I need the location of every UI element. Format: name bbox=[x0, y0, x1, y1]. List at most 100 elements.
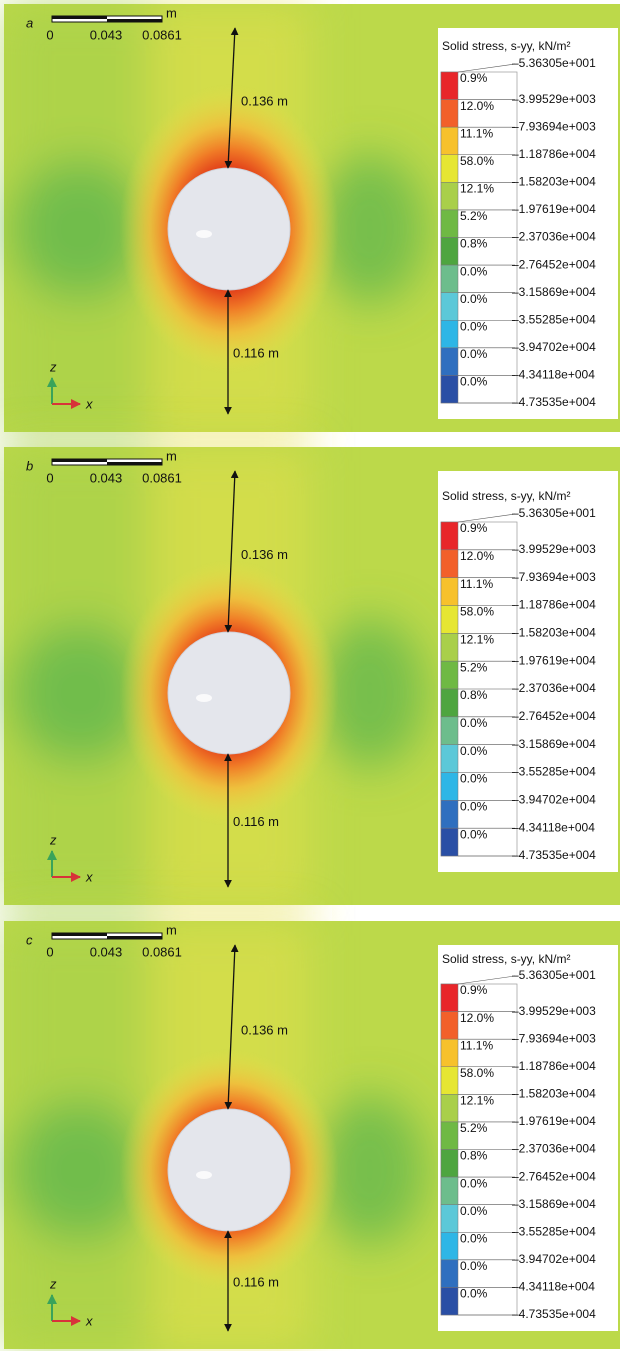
legend-bound: –4.34118e+004 bbox=[512, 1280, 595, 1294]
legend-percent: 0.0% bbox=[460, 800, 488, 814]
axis-x-label: x bbox=[85, 869, 93, 884]
legend-swatch bbox=[441, 238, 458, 266]
legend-percent: 12.1% bbox=[460, 633, 494, 647]
legend-percent: 0.0% bbox=[460, 1204, 488, 1218]
legend-bound: –2.37036e+004 bbox=[512, 1142, 596, 1156]
legend-swatch bbox=[441, 72, 458, 100]
scale-tick-label: 0.043 bbox=[90, 470, 123, 485]
legend-bound: –3.94702e+004 bbox=[512, 340, 596, 354]
legend-swatch bbox=[441, 522, 458, 550]
legend-bound: –1.18786e+004 bbox=[512, 147, 596, 161]
legend-percent: 0.0% bbox=[460, 292, 488, 306]
legend-bound: –1.97619e+004 bbox=[512, 653, 596, 667]
legend-swatch bbox=[441, 1287, 458, 1315]
legend-percent: 0.0% bbox=[460, 716, 488, 730]
legend-bound: –1.97619e+004 bbox=[512, 202, 596, 216]
legend-swatch bbox=[441, 717, 458, 745]
legend-swatch bbox=[441, 320, 458, 348]
legend-swatch bbox=[441, 348, 458, 376]
legend-bound: –3.99529e+003 bbox=[512, 1004, 596, 1018]
legend-title: Solid stress, s-yy, kN/m² bbox=[442, 39, 570, 53]
legend-swatch bbox=[441, 210, 458, 238]
legend-percent: 11.1% bbox=[460, 1038, 493, 1052]
page: a00.0430.0861m0.136 m0.116 mzxSolid stre… bbox=[0, 0, 624, 1351]
legend-bound: –4.34118e+004 bbox=[512, 368, 595, 382]
distance-label: 0.116 m bbox=[233, 814, 279, 829]
scale-tick-label: 0.0861 bbox=[142, 27, 182, 42]
legend-swatch bbox=[441, 984, 458, 1012]
scale-unit: m bbox=[166, 448, 177, 463]
legend-percent: 0.9% bbox=[460, 983, 488, 997]
legend-title: Solid stress, s-yy, kN/m² bbox=[442, 489, 570, 503]
legend-percent: 0.0% bbox=[460, 1287, 488, 1301]
legend-bound: –5.36305e+001 bbox=[512, 506, 596, 520]
legend-bound: –2.76452e+004 bbox=[512, 1169, 596, 1183]
scale-bar-fill bbox=[107, 19, 162, 22]
legend-percent: 5.2% bbox=[460, 1121, 488, 1135]
legend-bound: –3.94702e+004 bbox=[512, 793, 596, 807]
legend-percent: 0.9% bbox=[460, 521, 488, 535]
scale-tick-label: 0 bbox=[46, 27, 53, 42]
legend-bound: –1.58203e+004 bbox=[512, 626, 596, 640]
legend-percent: 0.0% bbox=[460, 744, 488, 758]
legend-percent: 58.0% bbox=[460, 1066, 494, 1080]
legend-swatch bbox=[441, 689, 458, 717]
legend-bound: –1.18786e+004 bbox=[512, 598, 596, 612]
legend-percent: 58.0% bbox=[460, 605, 494, 619]
legend-bound: –3.55285e+004 bbox=[512, 312, 596, 326]
legend-swatch bbox=[441, 1094, 458, 1122]
legend-bound: –1.97619e+004 bbox=[512, 1114, 596, 1128]
legend-swatch bbox=[441, 1067, 458, 1095]
distance-label: 0.116 m bbox=[233, 1274, 279, 1289]
legend-percent: 11.1% bbox=[460, 577, 493, 591]
legend: Solid stress, s-yy, kN/m²0.9%12.0%11.1%5… bbox=[438, 945, 618, 1331]
specimen bbox=[168, 168, 290, 290]
legend-swatch bbox=[441, 800, 458, 828]
legend-percent: 0.0% bbox=[460, 319, 488, 333]
legend-percent: 0.9% bbox=[460, 71, 488, 85]
legend-swatch bbox=[441, 606, 458, 634]
legend-swatch bbox=[441, 100, 458, 128]
legend-bound: –3.99529e+003 bbox=[512, 542, 596, 556]
legend-percent: 12.0% bbox=[460, 99, 494, 113]
axis-x-label: x bbox=[85, 1313, 93, 1328]
legend-swatch bbox=[441, 1122, 458, 1150]
legend-percent: 5.2% bbox=[460, 660, 488, 674]
scale-bar-fill bbox=[52, 16, 107, 19]
axis-z-label: z bbox=[49, 832, 57, 847]
legend-percent: 12.0% bbox=[460, 1011, 494, 1025]
legend-percent: 58.0% bbox=[460, 154, 494, 168]
specimen-highlight bbox=[196, 1171, 212, 1179]
scale-tick-label: 0 bbox=[46, 944, 53, 959]
scale-tick-label: 0.0861 bbox=[142, 944, 182, 959]
legend-swatch bbox=[441, 1177, 458, 1205]
legend-swatch bbox=[441, 127, 458, 155]
legend-percent: 12.1% bbox=[460, 182, 494, 196]
legend-swatch bbox=[441, 265, 458, 293]
legend-bound: –7.93694e+003 bbox=[512, 1031, 596, 1045]
legend-percent: 0.0% bbox=[460, 772, 488, 786]
legend-bound: –3.15869e+004 bbox=[512, 737, 596, 751]
legend-swatch bbox=[441, 550, 458, 578]
scale-bar-fill bbox=[52, 459, 107, 462]
distance-label: 0.136 m bbox=[241, 93, 288, 108]
distance-label: 0.136 m bbox=[241, 1022, 288, 1037]
specimen-highlight bbox=[196, 694, 212, 702]
legend-bound: –2.76452e+004 bbox=[512, 257, 596, 271]
scale-bar-fill bbox=[52, 933, 107, 936]
scale-tick-label: 0.043 bbox=[90, 944, 123, 959]
legend-swatch bbox=[441, 1232, 458, 1260]
legend-bound: –3.55285e+004 bbox=[512, 1224, 596, 1238]
axis-z-label: z bbox=[49, 1276, 57, 1291]
legend-percent: 12.0% bbox=[460, 549, 494, 563]
legend-bound: –1.18786e+004 bbox=[512, 1059, 596, 1073]
specimen-highlight bbox=[196, 230, 212, 238]
legend-swatch bbox=[441, 1012, 458, 1040]
panel-label: a bbox=[26, 15, 33, 30]
legend-percent: 0.0% bbox=[460, 375, 488, 389]
legend-bound: –7.93694e+003 bbox=[512, 570, 596, 584]
legend-bound: –5.36305e+001 bbox=[512, 56, 596, 70]
legend-bound: –4.73535e+004 bbox=[512, 1307, 596, 1321]
